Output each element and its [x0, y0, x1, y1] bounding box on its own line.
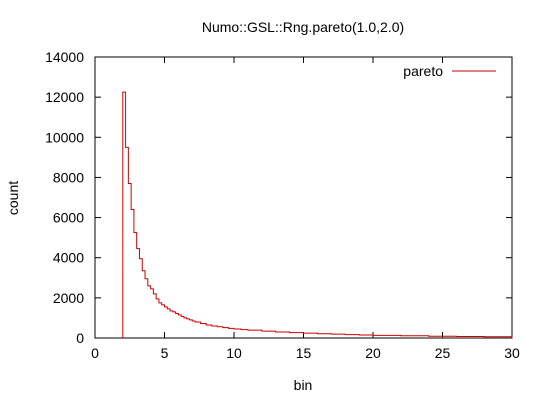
x-tick-label: 25 — [435, 345, 451, 361]
x-tick-label: 10 — [226, 345, 242, 361]
series-line-pareto — [122, 91, 513, 338]
y-tick-label: 10000 — [45, 129, 84, 145]
x-tick-label: 30 — [504, 345, 520, 361]
x-tick-label: 20 — [365, 345, 381, 361]
plot-frame — [94, 56, 513, 339]
y-tick-label: 6000 — [53, 210, 84, 226]
chart-title: Numo::GSL::Rng.pareto(1.0,2.0) — [202, 19, 404, 35]
y-tick-label: 14000 — [45, 49, 84, 65]
legend: pareto — [403, 63, 496, 79]
y-tick-label: 12000 — [45, 89, 84, 105]
y-tick-label: 2000 — [53, 290, 84, 306]
y-axis-label: count — [5, 181, 21, 215]
y-tick-label: 8000 — [53, 169, 84, 185]
legend-label: pareto — [403, 63, 443, 79]
x-axis-label: bin — [294, 377, 313, 393]
y-tick-label: 4000 — [53, 250, 84, 266]
x-tick-label: 5 — [161, 345, 169, 361]
y-tick-label: 0 — [76, 330, 84, 346]
x-tick-label: 0 — [91, 345, 99, 361]
x-tick-label: 15 — [296, 345, 312, 361]
